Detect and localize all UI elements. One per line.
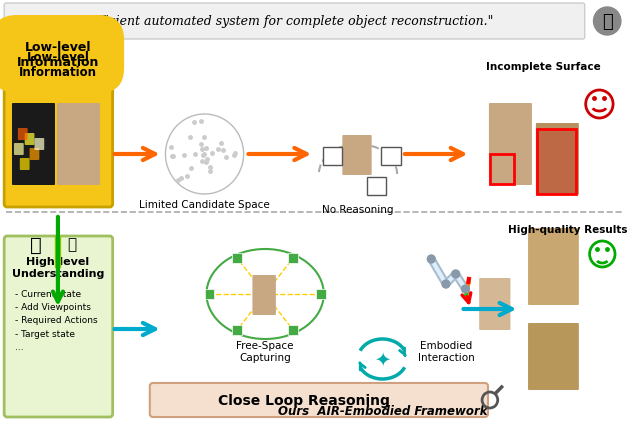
FancyBboxPatch shape <box>528 228 579 305</box>
FancyBboxPatch shape <box>489 104 532 186</box>
Bar <box>316 289 326 299</box>
Text: 👤: 👤 <box>602 13 612 31</box>
FancyArrow shape <box>56 236 60 268</box>
Text: 🤖: 🤖 <box>29 235 42 254</box>
Text: Free-Space
Capturing: Free-Space Capturing <box>236 340 294 362</box>
Text: Incomplete Surface: Incomplete Surface <box>486 62 601 72</box>
FancyBboxPatch shape <box>252 275 276 315</box>
Text: Low-level
Information: Low-level Information <box>17 41 99 69</box>
FancyBboxPatch shape <box>29 149 39 161</box>
FancyBboxPatch shape <box>536 124 579 196</box>
FancyBboxPatch shape <box>25 134 35 146</box>
Text: ✦: ✦ <box>374 350 390 368</box>
Circle shape <box>442 280 450 288</box>
FancyBboxPatch shape <box>20 158 29 170</box>
Text: High-quality Results: High-quality Results <box>508 225 628 234</box>
FancyBboxPatch shape <box>35 139 44 151</box>
Bar <box>288 325 298 336</box>
FancyBboxPatch shape <box>150 383 488 417</box>
Text: Low-level
Information: Low-level Information <box>19 51 97 79</box>
FancyBboxPatch shape <box>381 148 401 166</box>
Bar <box>288 253 298 263</box>
Circle shape <box>452 271 460 278</box>
Text: Close Loop Reasoning: Close Loop Reasoning <box>218 393 390 407</box>
Bar <box>490 155 515 184</box>
FancyBboxPatch shape <box>4 236 113 417</box>
FancyBboxPatch shape <box>14 144 24 155</box>
Bar <box>232 325 242 336</box>
FancyBboxPatch shape <box>479 278 511 330</box>
Text: "I need an efficient automated system for complete object reconstruction.": "I need an efficient automated system fo… <box>19 15 493 29</box>
FancyBboxPatch shape <box>4 4 585 40</box>
FancyBboxPatch shape <box>57 104 100 186</box>
Text: 🤖: 🤖 <box>67 237 76 252</box>
FancyBboxPatch shape <box>528 323 579 390</box>
FancyBboxPatch shape <box>12 104 55 186</box>
Text: Limited Candidate Space: Limited Candidate Space <box>139 199 270 210</box>
Text: Embodied
Interaction: Embodied Interaction <box>417 340 474 362</box>
Circle shape <box>461 285 469 294</box>
FancyBboxPatch shape <box>18 129 28 141</box>
FancyBboxPatch shape <box>367 178 387 196</box>
Circle shape <box>428 256 435 263</box>
Text: - Current state
- Add Viewpoints
- Required Actions
- Target state
...: - Current state - Add Viewpoints - Requi… <box>15 289 97 351</box>
Text: No Reasoning: No Reasoning <box>322 204 394 215</box>
Bar <box>232 253 242 263</box>
FancyBboxPatch shape <box>323 148 342 166</box>
Text: High-level
Understanding: High-level Understanding <box>12 256 104 278</box>
Bar <box>205 289 214 299</box>
FancyBboxPatch shape <box>4 40 113 207</box>
Bar <box>537 130 576 195</box>
Circle shape <box>593 8 621 36</box>
Text: Ours  AIR-Embodied Framework: Ours AIR-Embodied Framework <box>278 404 487 417</box>
FancyBboxPatch shape <box>342 136 372 176</box>
